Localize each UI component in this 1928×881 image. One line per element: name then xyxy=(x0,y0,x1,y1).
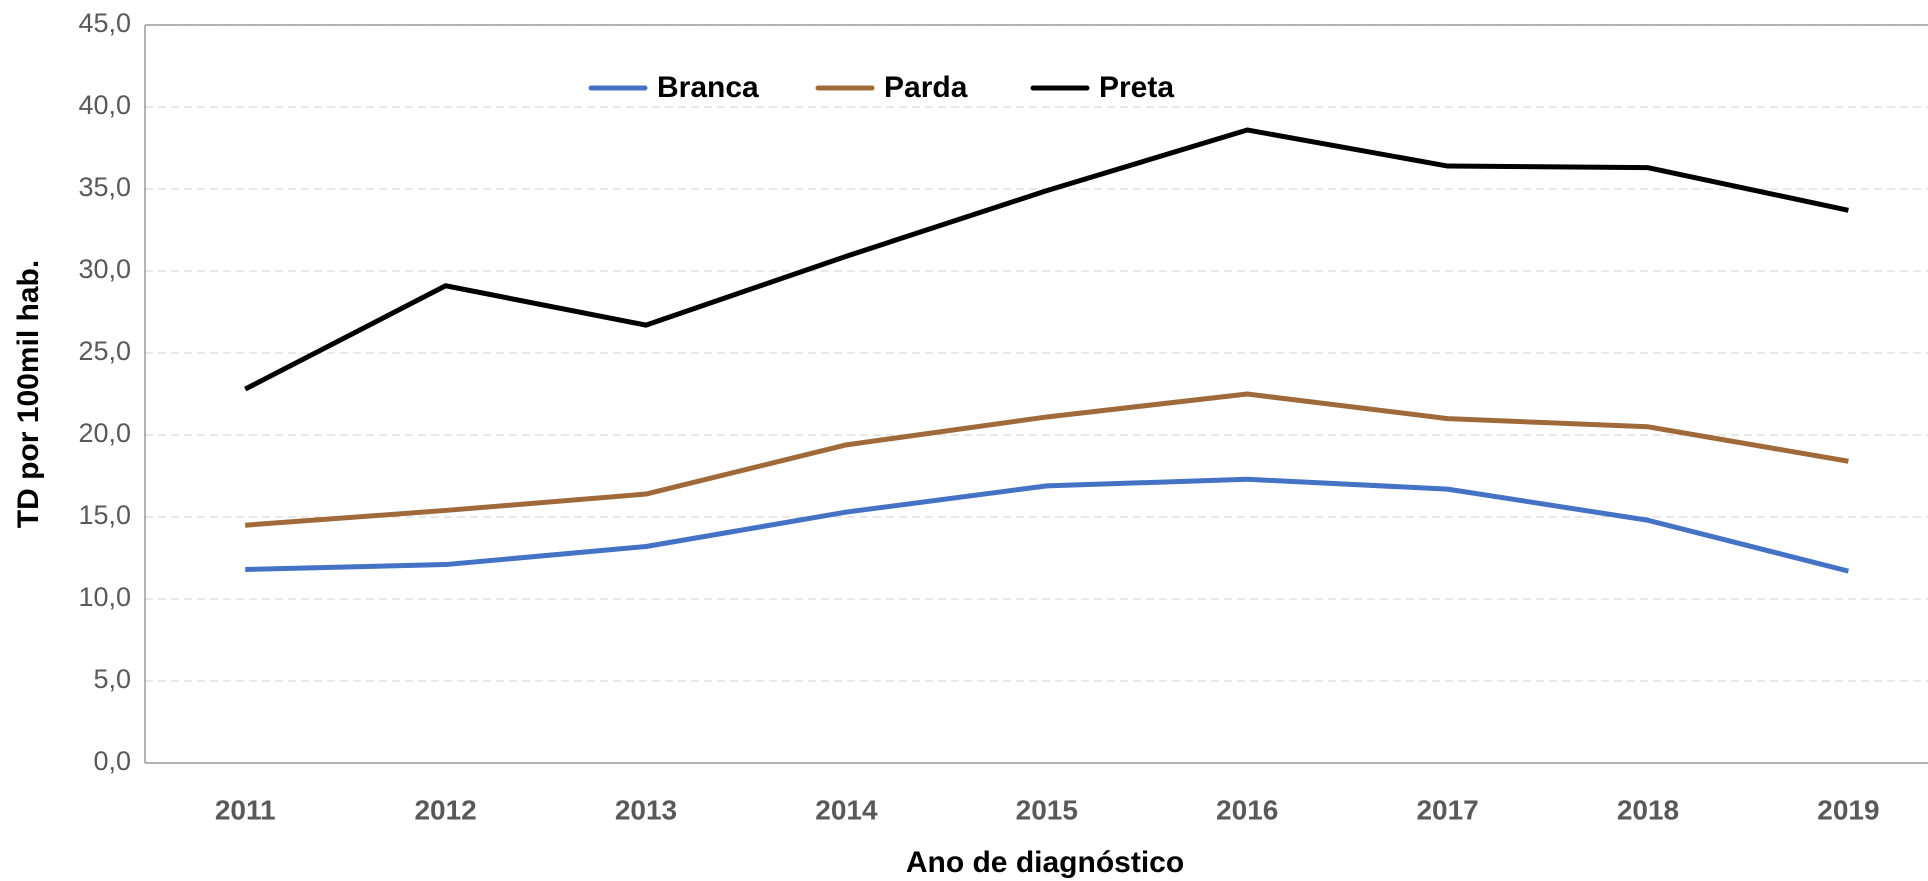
x-tick-label: 2017 xyxy=(1416,794,1478,825)
x-tick-label: 2011 xyxy=(215,794,276,825)
x-tick-label: 2012 xyxy=(414,794,476,825)
y-tick-label: 25,0 xyxy=(78,336,131,366)
y-tick-label: 45,0 xyxy=(78,8,131,38)
series-line xyxy=(245,476,1850,574)
y-tick-label: 0,0 xyxy=(93,746,131,776)
legend-label: Branca xyxy=(657,71,759,104)
y-tick-label: 40,0 xyxy=(78,90,131,120)
x-tick-label: 2015 xyxy=(1016,794,1078,825)
y-tick-label: 15,0 xyxy=(78,500,131,530)
x-tick-label: 2016 xyxy=(1216,794,1278,825)
x-axis-title: Ano de diagnóstico xyxy=(906,846,1184,879)
x-tick-label: 2019 xyxy=(1817,794,1879,825)
y-axis-title: TD por 100mil hab. xyxy=(12,260,45,528)
series-line xyxy=(245,391,1849,528)
y-tick-label: 5,0 xyxy=(93,664,131,694)
y-tick-label: 30,0 xyxy=(78,254,131,284)
legend-label: Preta xyxy=(1099,71,1174,104)
x-tick-label: 2018 xyxy=(1617,794,1679,825)
y-tick-label: 20,0 xyxy=(78,418,131,448)
legend-label: Parda xyxy=(884,71,968,104)
series-line xyxy=(244,127,1849,392)
x-tick-label: 2014 xyxy=(815,794,878,825)
y-tick-label: 10,0 xyxy=(78,582,131,612)
x-tick-label: 2013 xyxy=(615,794,677,825)
y-tick-label: 35,0 xyxy=(78,172,131,202)
